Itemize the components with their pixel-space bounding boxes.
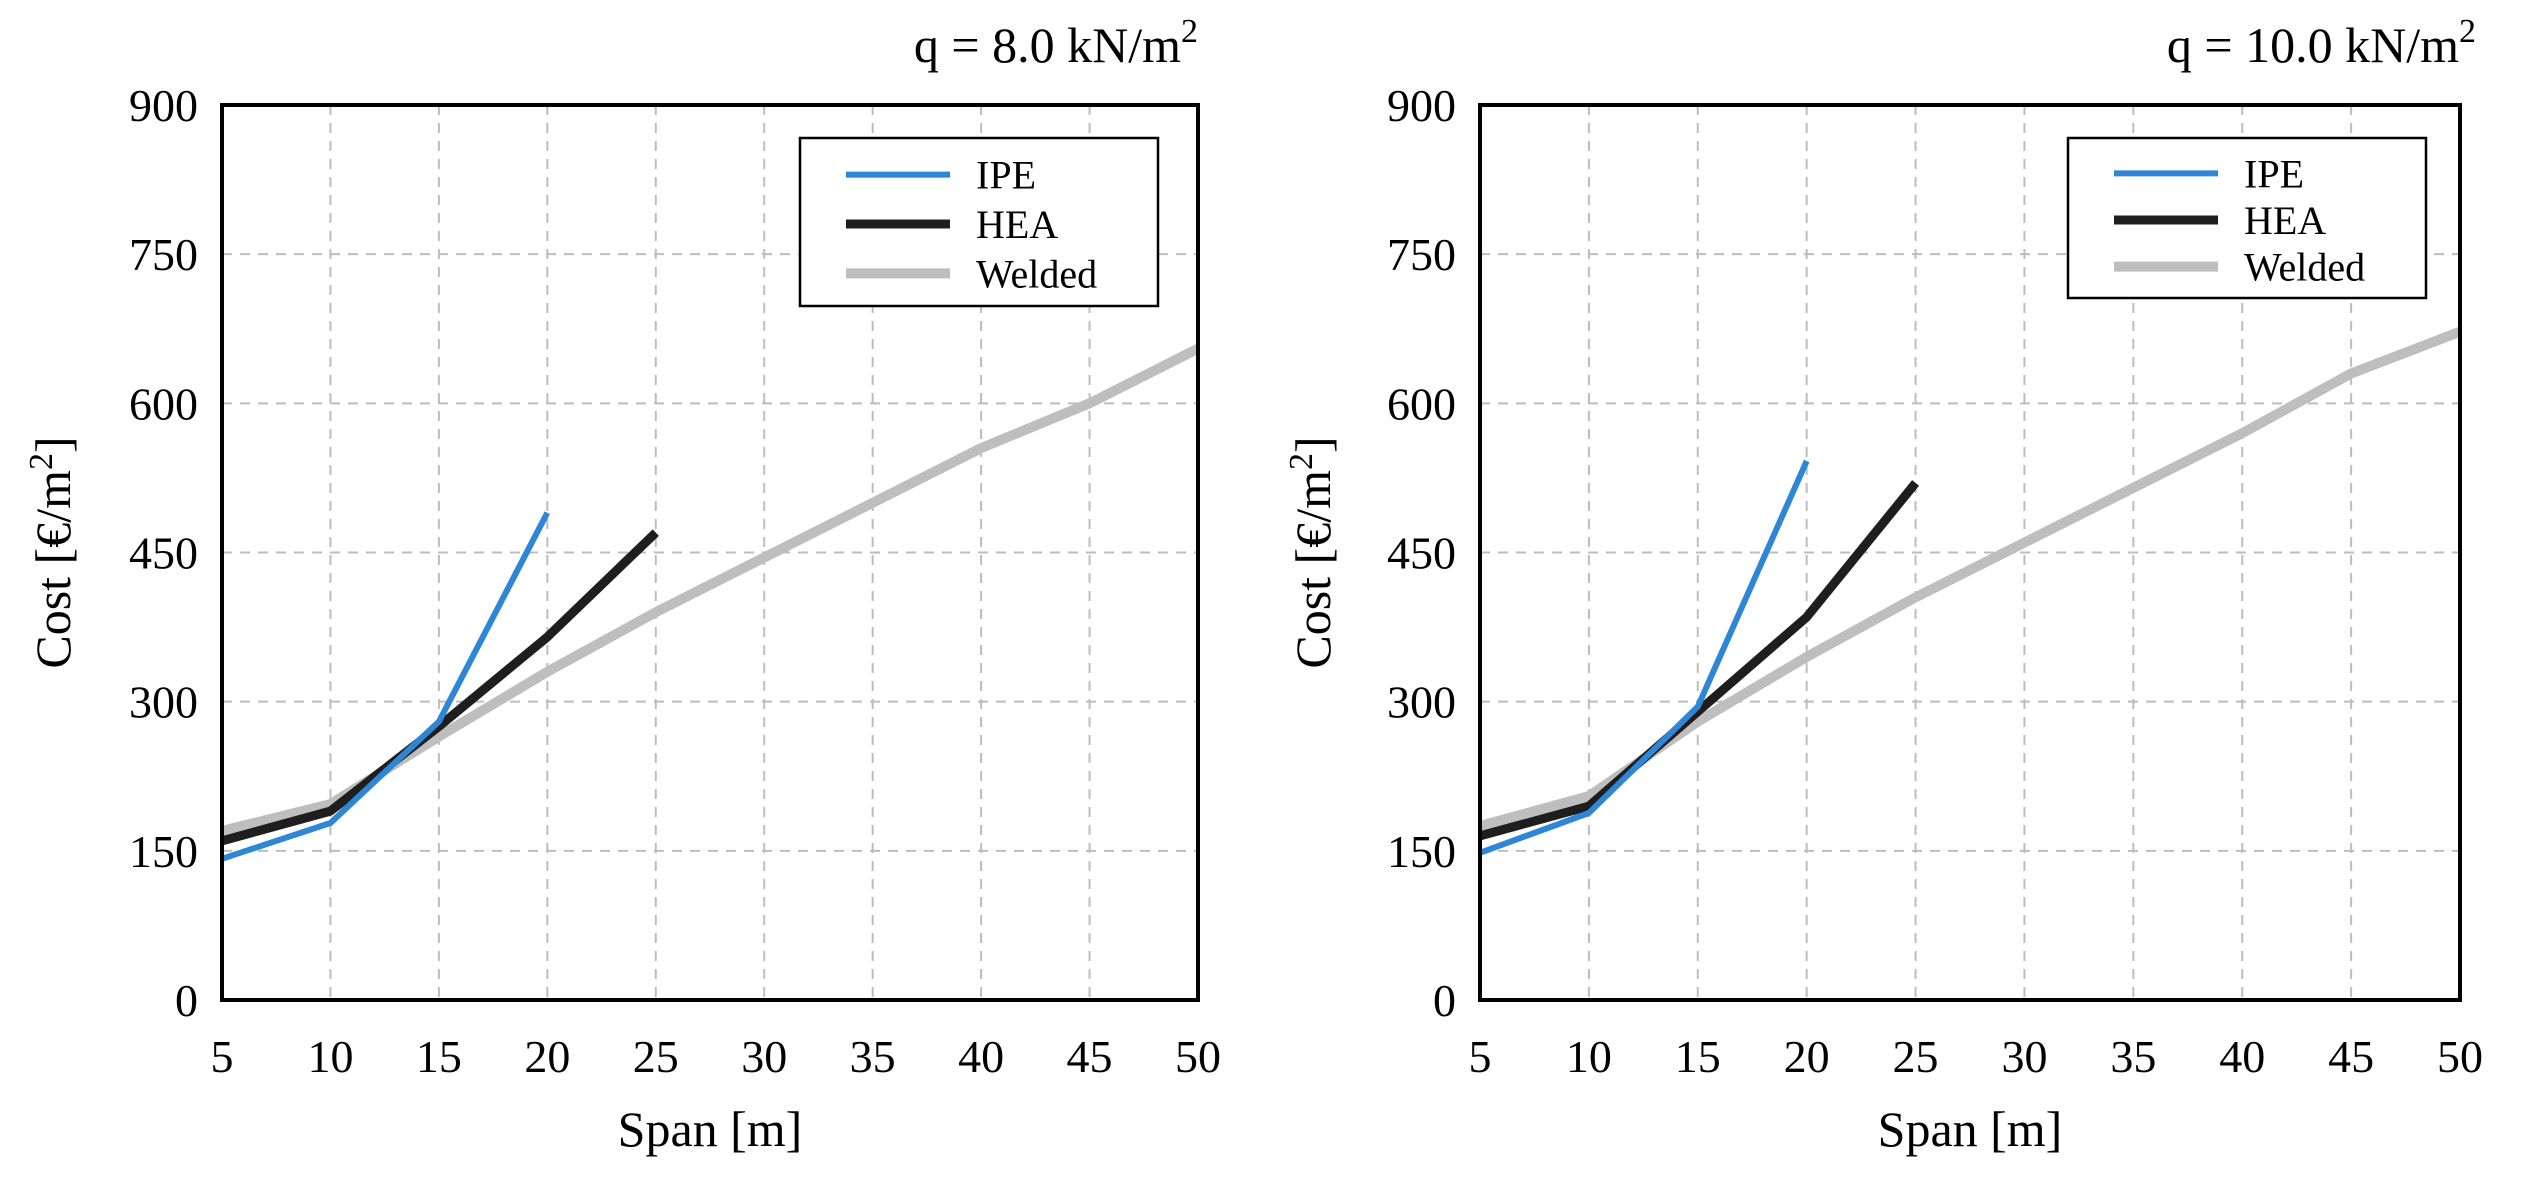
x-tick-label: 50 [1175, 1031, 1221, 1082]
y-tick-label: 900 [129, 80, 198, 131]
plot-frame [1478, 103, 2462, 1002]
y-tick-label: 750 [1387, 229, 1456, 280]
x-tick-label: 10 [307, 1031, 353, 1082]
chart-panel-2: 0 150 300 450 600 750 900 5 10 15 20 25 30 35 40 45 50 Sp… [1283, 13, 2483, 1157]
x-tick-label: 30 [2001, 1031, 2047, 1082]
chart-title: q = 10.0 kN/m2 [2167, 13, 2476, 73]
x-tick-label: 30 [741, 1031, 787, 1082]
series-line-ipe [221, 511, 550, 862]
x-tick-label: 40 [2219, 1031, 2265, 1082]
chart-panel-1: 0 150 300 450 600 750 900 5 10 15 20 25 30 35 40 45 50 Sp… [23, 13, 1221, 1157]
x-tick-label: 25 [1893, 1031, 1939, 1082]
y-tick-label: 150 [129, 826, 198, 877]
x-tick-label: 50 [2437, 1031, 2483, 1082]
x-tick-label: 20 [1784, 1031, 1830, 1082]
x-tick-label: 40 [958, 1031, 1004, 1082]
x-tick-label: 45 [2328, 1031, 2374, 1082]
x-tick-label: 20 [524, 1031, 570, 1082]
legend-label-hea: HEA [2244, 198, 2326, 243]
legend-label-hea: HEA [976, 202, 1058, 247]
x-tick-label: 15 [1675, 1031, 1721, 1082]
y-tick-label: 450 [1387, 528, 1456, 579]
x-tick-label: 15 [416, 1031, 462, 1082]
legend-label-ipe: IPE [2244, 151, 2304, 196]
y-tick-label: 600 [129, 378, 198, 429]
plot-frame [220, 103, 1200, 1002]
x-tick-label: 35 [850, 1031, 896, 1082]
y-axis-label: Cost [€/m2] [23, 436, 81, 668]
legend-label-welded: Welded [976, 251, 1097, 296]
series-line-ipe [1478, 459, 1810, 856]
y-tick-label: 750 [129, 229, 198, 280]
series-line-hea [220, 529, 659, 846]
y-tick-label: 300 [129, 677, 198, 728]
y-tick-label: 0 [175, 975, 198, 1026]
y-axis-label: Cost [€/m2] [1283, 436, 1341, 668]
series-line-hea [1478, 480, 1920, 841]
y-tick-label: 150 [1387, 826, 1456, 877]
y-tick-label: 0 [1433, 975, 1456, 1026]
y-tick-label: 900 [1387, 80, 1456, 131]
chart-title: q = 8.0 kN/m2 [914, 13, 1198, 73]
x-axis-label: Span [m] [618, 1101, 803, 1157]
x-tick-label: 5 [211, 1031, 234, 1082]
y-tick-label: 300 [1387, 677, 1456, 728]
x-tick-label: 45 [1067, 1031, 1113, 1082]
x-tick-label: 25 [633, 1031, 679, 1082]
x-tick-label: 5 [1469, 1031, 1492, 1082]
y-tick-label: 450 [129, 528, 198, 579]
legend-label-ipe: IPE [976, 153, 1036, 198]
x-axis-label: Span [m] [1878, 1101, 2063, 1157]
x-tick-label: 35 [2110, 1031, 2156, 1082]
series-line-welded [1478, 327, 2462, 831]
x-tick-label: 10 [1566, 1031, 1612, 1082]
y-tick-label: 600 [1387, 378, 1456, 429]
legend-label-welded: Welded [2244, 245, 2365, 290]
series-line-welded [220, 344, 1201, 836]
